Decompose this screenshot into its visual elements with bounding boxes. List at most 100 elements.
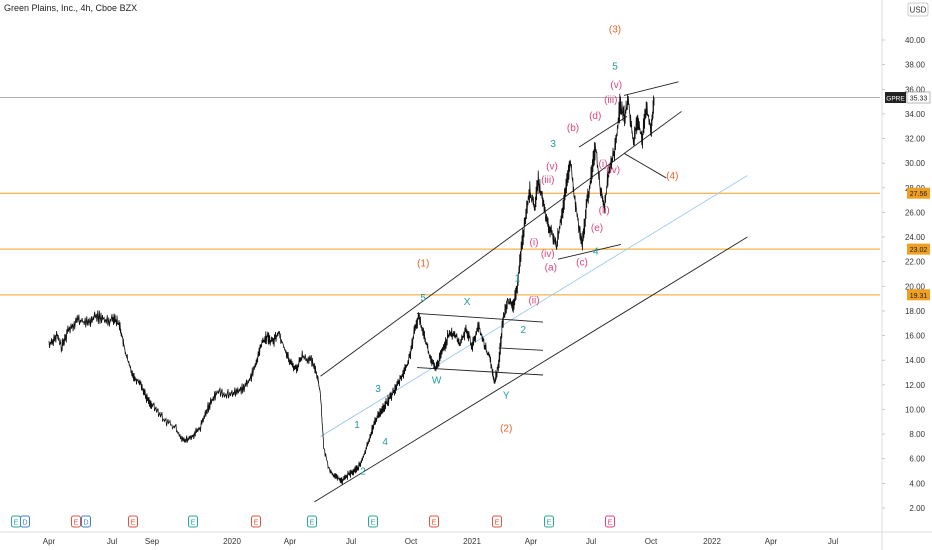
event-marker-letter: E bbox=[371, 520, 376, 527]
wave-label-8: (iii) bbox=[541, 175, 554, 186]
trend-line-3[interactable] bbox=[417, 312, 544, 323]
event-marker-8[interactable]: E bbox=[368, 515, 378, 528]
price-series bbox=[48, 93, 655, 485]
event-marker-letter: E bbox=[74, 520, 79, 527]
trend-line-8[interactable] bbox=[623, 152, 667, 179]
wave-label-24: 2 bbox=[521, 325, 527, 336]
y-tick-label: 4.00 bbox=[909, 479, 925, 488]
event-marker-7[interactable]: E bbox=[307, 515, 317, 528]
wave-labels: (3)5(v)(iii)(d)(b)3(v)(iii)(i)(iv)(4)(ii… bbox=[354, 25, 678, 478]
y-tick-label: 8.00 bbox=[909, 430, 925, 439]
level-tag-1: 23.02 bbox=[907, 243, 930, 255]
event-marker-letter: E bbox=[432, 520, 437, 527]
wave-label-12: (ii) bbox=[599, 206, 610, 217]
svg-text:27.56: 27.56 bbox=[910, 191, 928, 198]
level-tag-0: 27.56 bbox=[907, 187, 930, 199]
x-tick-label: 2021 bbox=[463, 537, 481, 546]
trend-line-7[interactable] bbox=[623, 81, 679, 96]
currency-badge[interactable]: USD bbox=[907, 2, 929, 17]
wave-label-10: (iv) bbox=[606, 165, 620, 176]
y-tick-label: 34.00 bbox=[905, 110, 926, 119]
x-tick-label: Jul bbox=[107, 537, 117, 546]
last-price-tag: GPRE 35.33 bbox=[885, 91, 931, 104]
wave-label-13: (e) bbox=[591, 223, 603, 234]
wave-label-18: (a) bbox=[545, 262, 557, 273]
y-tick-label: 20.00 bbox=[905, 282, 926, 291]
currency-label: USD bbox=[910, 6, 927, 15]
event-marker-letter: D bbox=[22, 520, 27, 527]
x-tick-label: Jul bbox=[828, 537, 838, 546]
wave-label-31: 2 bbox=[360, 467, 366, 478]
event-marker-6[interactable]: E bbox=[251, 515, 261, 528]
price-line bbox=[48, 93, 655, 485]
event-marker-9[interactable]: E bbox=[429, 515, 439, 528]
level-tag-2: 19.31 bbox=[907, 289, 930, 301]
x-tick-label: Jul bbox=[346, 537, 356, 546]
wave-label-3: (iii) bbox=[604, 95, 617, 106]
wave-label-0: (3) bbox=[609, 25, 621, 36]
x-tick-label: Jul bbox=[586, 537, 596, 546]
wave-label-26: 3 bbox=[375, 384, 381, 395]
trend-line-9[interactable] bbox=[498, 347, 544, 351]
wave-label-19: (1) bbox=[417, 259, 429, 270]
wave-label-28: 1 bbox=[354, 420, 360, 431]
event-marker-2[interactable]: E bbox=[71, 515, 81, 528]
event-marker-3[interactable]: D bbox=[81, 515, 91, 528]
wave-label-14: (i) bbox=[530, 238, 539, 249]
wave-label-25: W bbox=[432, 376, 442, 387]
y-tick-label: 22.00 bbox=[905, 258, 926, 267]
wave-label-17: (c) bbox=[576, 257, 588, 268]
event-marker-5[interactable]: E bbox=[188, 515, 198, 528]
wave-label-27: Y bbox=[503, 390, 510, 401]
event-marker-letter: E bbox=[14, 520, 19, 527]
y-tick-label: 24.00 bbox=[905, 233, 926, 242]
event-marker-10[interactable]: E bbox=[492, 515, 502, 528]
x-tick-label: 2022 bbox=[703, 537, 721, 546]
trend-line-4[interactable] bbox=[417, 367, 544, 376]
x-tick-label: Apr bbox=[43, 537, 56, 546]
event-marker-letter: E bbox=[310, 520, 315, 527]
x-tick-label: Sep bbox=[145, 537, 160, 546]
trend-line-1[interactable] bbox=[314, 236, 748, 503]
event-marker-0[interactable]: E bbox=[11, 515, 21, 528]
trend-line-6[interactable] bbox=[557, 244, 622, 260]
channel-lines bbox=[314, 81, 748, 503]
y-tick-label: 38.00 bbox=[905, 61, 926, 70]
x-tick-label: Apr bbox=[284, 537, 297, 546]
y-tick-label: 2.00 bbox=[909, 504, 925, 513]
channel-midline[interactable] bbox=[320, 175, 748, 437]
y-axis[interactable]: 2.00 4.00 6.00 8.00 10.00 12.00 14.00 16.00 18.0… bbox=[881, 0, 931, 550]
wave-label-6: 3 bbox=[550, 139, 556, 150]
wave-label-5: (b) bbox=[567, 123, 579, 134]
event-marker-letter: E bbox=[191, 520, 196, 527]
x-tick-label: Oct bbox=[405, 537, 418, 546]
wave-label-1: 5 bbox=[612, 62, 618, 73]
wave-label-21: (ii) bbox=[528, 296, 539, 307]
y-tick-label: 26.00 bbox=[905, 208, 926, 217]
x-axis[interactable]: Apr Jul Sep 2020 Apr Jul Oct 2021 Apr Jul Oct 2022 A… bbox=[0, 531, 932, 546]
event-marker-letter: E bbox=[495, 520, 500, 527]
event-marker-1[interactable]: D bbox=[20, 515, 30, 528]
chart-title: Green Plains, Inc., 4h, Cboe BZX bbox=[4, 3, 137, 13]
svg-text:23.02: 23.02 bbox=[910, 247, 928, 254]
ticker-label: GPRE bbox=[886, 96, 905, 103]
trend-line-0[interactable] bbox=[320, 111, 682, 377]
event-marker-11[interactable]: E bbox=[544, 515, 554, 528]
y-tick-label: 36.00 bbox=[905, 85, 926, 94]
x-tick-label: Apr bbox=[525, 537, 538, 546]
wave-label-29: (2) bbox=[500, 424, 512, 435]
event-marker-letter: E bbox=[254, 520, 259, 527]
y-tick-label: 16.00 bbox=[905, 332, 926, 341]
wave-label-2: (v) bbox=[610, 80, 622, 91]
x-tick-label: Oct bbox=[645, 537, 658, 546]
wave-label-23: X bbox=[464, 297, 471, 308]
y-tick-label: 10.00 bbox=[905, 405, 926, 414]
wave-label-7: (v) bbox=[546, 161, 558, 172]
wave-label-15: (iv) bbox=[541, 249, 555, 260]
event-marker-4[interactable]: E bbox=[128, 515, 138, 528]
y-tick-label: 40.00 bbox=[905, 36, 926, 45]
y-tick-label: 30.00 bbox=[905, 159, 926, 168]
event-marker-12[interactable]: E bbox=[605, 515, 615, 528]
